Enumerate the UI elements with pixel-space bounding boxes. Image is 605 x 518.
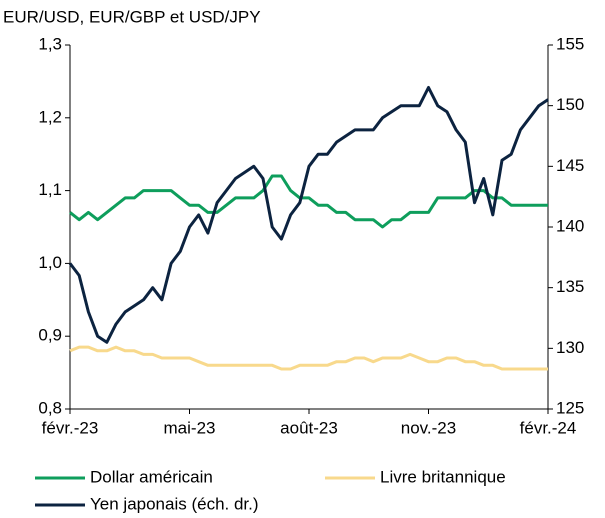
series-line: [68, 86, 549, 344]
y-tick-label: 1,2: [38, 107, 62, 126]
legend-label: Yen japonais (éch. dr.): [90, 494, 259, 513]
legend-label: Dollar américain: [90, 467, 213, 486]
y-tick-label: 1,0: [38, 253, 62, 272]
y-tick-label: 1,1: [38, 180, 62, 199]
y2-tick-label: 145: [556, 156, 584, 175]
y-tick-label: 0,9: [38, 326, 62, 345]
y2-tick-label: 140: [556, 216, 584, 235]
y2-tick-label: 135: [556, 277, 584, 296]
x-tick-label: févr.-24: [520, 418, 577, 437]
y2-tick-label: 155: [556, 34, 584, 53]
x-tick-label: nov.-23: [401, 418, 456, 437]
x-tick-label: août-23: [280, 418, 338, 437]
y2-tick-label: 125: [556, 398, 584, 417]
series-line: [69, 345, 548, 371]
legend-label: Livre britannique: [380, 467, 506, 486]
y-tick-label: 1,3: [38, 34, 62, 53]
x-tick-label: mai-23: [164, 418, 216, 437]
y-tick-label: 0,8: [38, 398, 62, 417]
y2-tick-label: 150: [556, 95, 584, 114]
chart-title: EUR/USD, EUR/GBP et USD/JPY: [3, 7, 261, 26]
x-tick-label: févr.-23: [42, 418, 99, 437]
series-line: [69, 174, 548, 229]
y2-tick-label: 130: [556, 338, 584, 357]
